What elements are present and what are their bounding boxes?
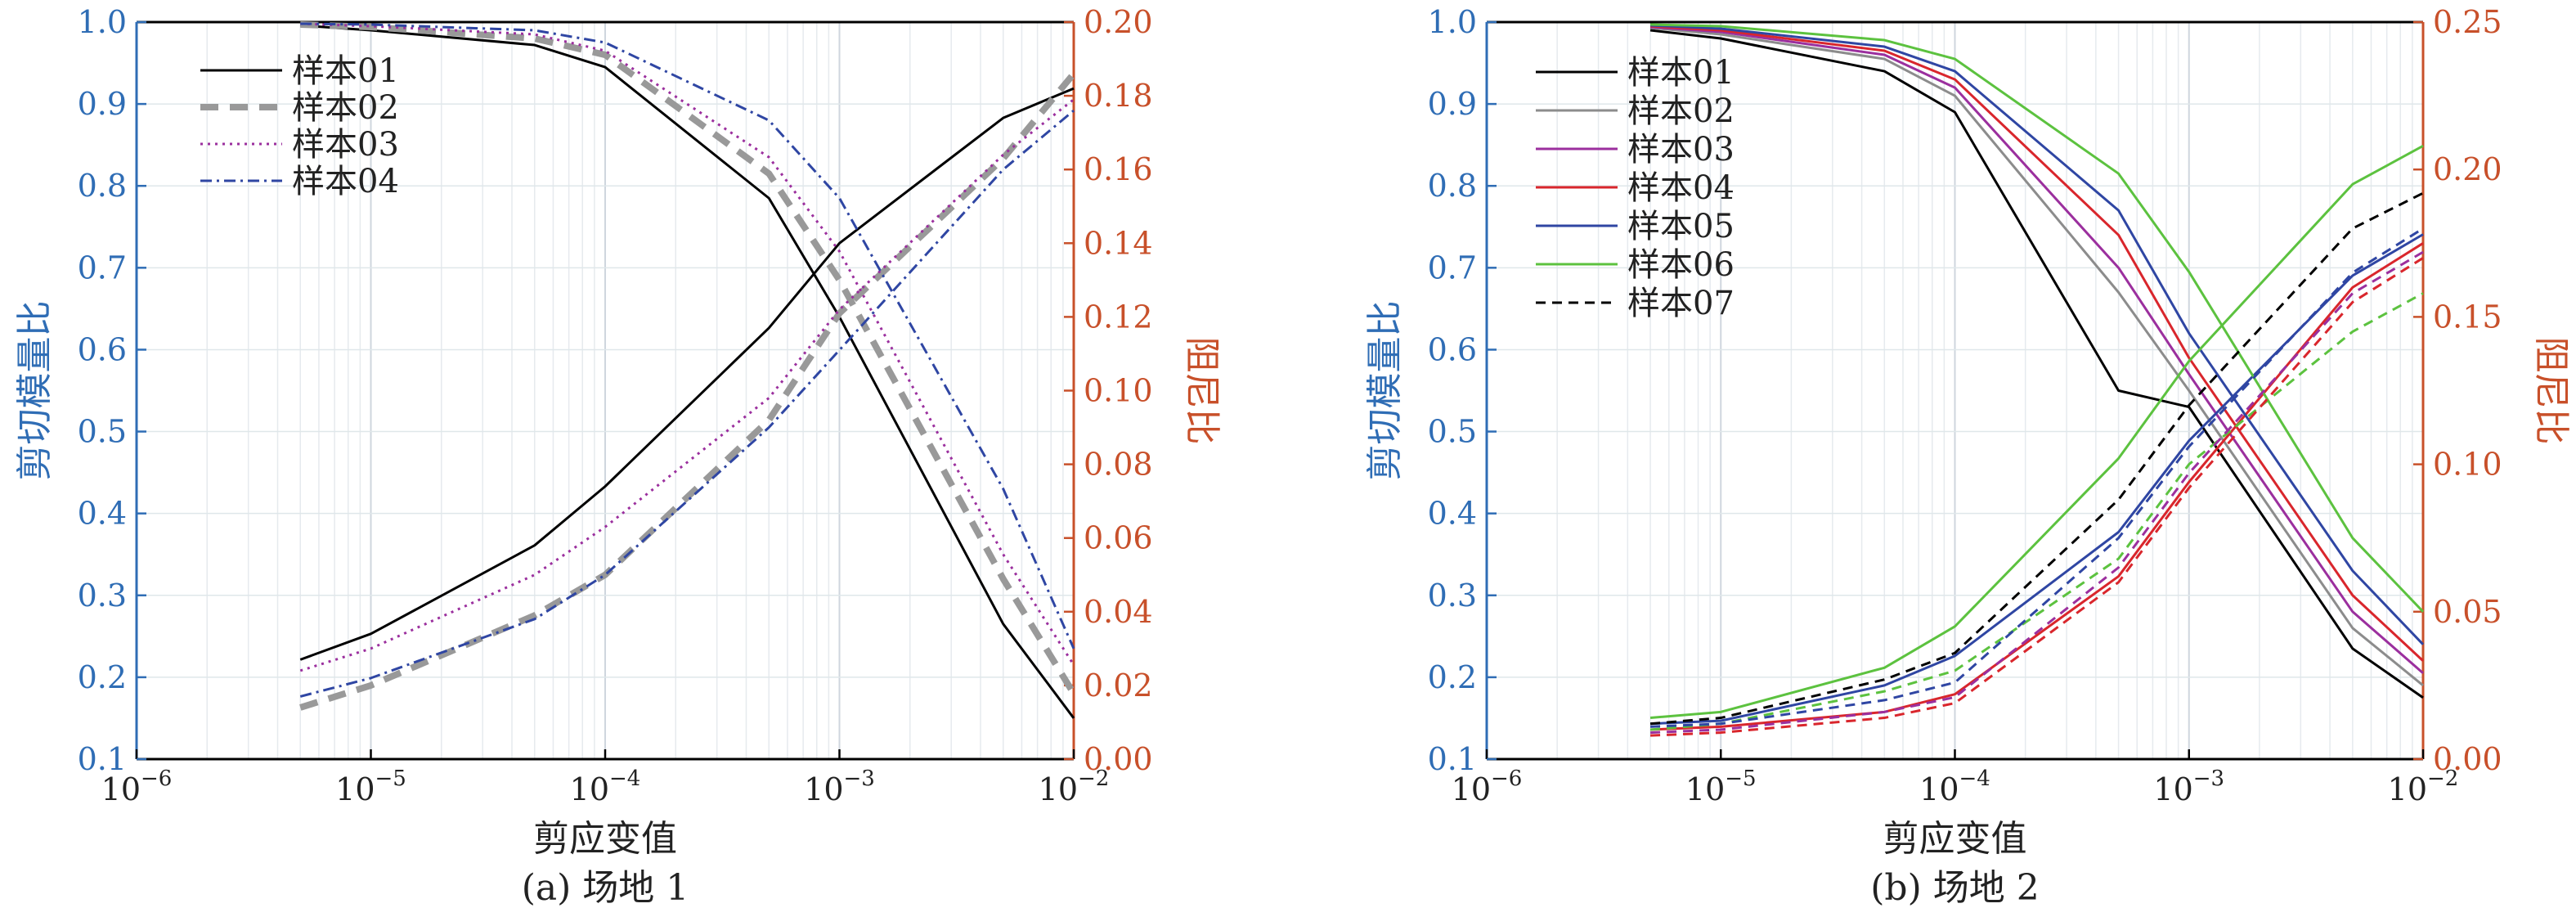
series-line-modulus-1 xyxy=(1649,29,2424,699)
y-tick-label-left: 1.0 xyxy=(78,4,127,40)
grid xyxy=(1486,21,2423,760)
x-tick-label: 10−5 xyxy=(1685,766,1757,807)
y-tick-label-right: 0.20 xyxy=(2433,151,2502,187)
y-axis-label-left: 剪切模量比 xyxy=(1364,301,1406,481)
series-line-modulus-1 xyxy=(300,24,1075,719)
y-tick-label-right: 0.05 xyxy=(2433,594,2502,630)
y-tick-label-left: 0.8 xyxy=(78,168,127,204)
y-tick-label-left: 0.6 xyxy=(1428,331,1477,367)
y-tick-label-left: 0.5 xyxy=(1428,414,1477,450)
series-line-modulus-2 xyxy=(1649,26,2424,687)
y-tick-label-left: 0.3 xyxy=(1428,578,1477,614)
legend-label: 样本07 xyxy=(1627,285,1735,322)
series-line-damping-4 xyxy=(1650,242,2424,731)
x-tick-label: 10−4 xyxy=(570,766,641,807)
x-tick-label: 10−6 xyxy=(1452,766,1523,807)
y-tick-label-right: 0.00 xyxy=(1084,741,1153,777)
y-axis-label-left: 剪切模量比 xyxy=(14,301,56,481)
series-line-modulus-4 xyxy=(300,22,1075,650)
chart-caption: (b) 场地 2 xyxy=(1870,867,2039,909)
y-tick-label-left: 0.3 xyxy=(78,578,127,614)
legend-label: 样本05 xyxy=(1627,208,1735,245)
series-line-damping-5 xyxy=(1650,233,2424,726)
y-tick-label-left: 0.6 xyxy=(78,331,127,367)
x-tick-label: 10−2 xyxy=(2388,766,2459,807)
y-tick-label-right: 0.00 xyxy=(2433,741,2502,777)
y-tick-label-right: 0.14 xyxy=(1084,225,1153,261)
legend-label: 样本01 xyxy=(1627,54,1735,92)
series-line-modulus-6 xyxy=(1650,23,2425,613)
legend-label: 样本02 xyxy=(292,89,399,127)
y-tick-label-left: 0.9 xyxy=(1428,86,1477,122)
legend-label: 样本04 xyxy=(292,163,399,200)
y-tick-label-right: 0.20 xyxy=(1084,4,1153,40)
y-axis-label-right: 阻尼比 xyxy=(2530,337,2572,445)
x-tick-label: 10−2 xyxy=(1039,766,1110,807)
y-tick-label-left: 0.7 xyxy=(1428,249,1477,285)
series-line-modulus-5 xyxy=(1650,24,2425,645)
y-tick-label-right: 0.08 xyxy=(1084,447,1153,483)
series-line-modulus-2 xyxy=(300,21,1077,696)
legend-label: 样本01 xyxy=(292,52,399,90)
series-line-damping-1 xyxy=(299,87,1075,661)
y-tick-label-left: 0.9 xyxy=(78,86,127,122)
y-tick-label-left: 0.4 xyxy=(78,496,127,532)
y-tick-label-left: 0.1 xyxy=(78,741,127,777)
y-tick-label-right: 0.12 xyxy=(1084,299,1153,335)
legend-label: 样本06 xyxy=(1627,246,1735,284)
y-tick-label-left: 1.0 xyxy=(1428,4,1477,40)
x-tick-label: 10−3 xyxy=(804,766,875,807)
y-tick-label-right: 0.25 xyxy=(2433,4,2502,40)
y-tick-label-right: 0.06 xyxy=(1084,520,1153,556)
x-axis-label: 剪应变值 xyxy=(1883,818,2027,860)
x-tick-label: 10−5 xyxy=(335,766,406,807)
x-tick-label: 10−4 xyxy=(1919,766,1990,807)
x-tick-label: 10−3 xyxy=(2153,766,2224,807)
y-tick-label-right: 0.10 xyxy=(1084,373,1153,409)
series-line-damping-3 xyxy=(299,98,1075,672)
y-tick-label-left: 0.1 xyxy=(1428,741,1477,777)
legend-label: 样本04 xyxy=(1627,169,1735,207)
series-line-modulus-3 xyxy=(1649,25,2424,675)
legend-label: 样本03 xyxy=(292,126,399,164)
y-tick-label-right: 0.16 xyxy=(1084,151,1153,187)
series-line-damping-4 xyxy=(299,109,1075,698)
series-line-damping-9 xyxy=(1650,250,2424,735)
y-tick-label-right: 0.15 xyxy=(2433,299,2502,335)
series-line-damping-7 xyxy=(1649,191,2424,726)
y-tick-label-left: 0.5 xyxy=(78,414,127,450)
y-tick-label-left: 0.2 xyxy=(78,659,127,695)
y-tick-label-left: 0.4 xyxy=(1428,496,1477,532)
y-tick-label-left: 0.2 xyxy=(1428,659,1477,695)
x-tick-label: 10−6 xyxy=(101,766,173,807)
y-tick-label-right: 0.04 xyxy=(1084,594,1153,630)
grid xyxy=(136,21,1074,760)
legend-label: 样本03 xyxy=(1627,131,1735,169)
y-tick-label-right: 0.02 xyxy=(1084,668,1153,703)
series-line-damping-10 xyxy=(1650,257,2424,737)
legend-label: 样本02 xyxy=(1627,92,1735,130)
chart-panel-1: 10−6 10−5 10−4 10−3 10−2 0.1 0.2 0.3 0.4 0.5 0.6 0.… xyxy=(14,4,1223,909)
x-axis-label: 剪应变值 xyxy=(533,818,677,860)
series-line-damping-6 xyxy=(1649,145,2424,720)
y-tick-label-right: 0.10 xyxy=(2433,447,2502,483)
y-tick-label-left: 0.8 xyxy=(1428,168,1477,204)
series-line-modulus-4 xyxy=(1649,25,2425,662)
chart-caption: (a) 场地 1 xyxy=(522,867,689,909)
series-line-damping-11 xyxy=(1650,227,2424,728)
y-axis-label-right: 阻尼比 xyxy=(1181,337,1223,445)
y-tick-label-right: 0.18 xyxy=(1084,78,1153,114)
series-line-damping-8 xyxy=(1649,292,2424,731)
chart-panel-2: 10−6 10−5 10−4 10−3 10−2 0.1 0.2 0.3 0.4 0.5 0.6 0.… xyxy=(1364,4,2572,909)
series-group xyxy=(299,21,1077,719)
series-line-damping-2 xyxy=(299,71,1077,711)
series-group xyxy=(1649,23,2425,737)
y-tick-label-left: 0.7 xyxy=(78,249,127,285)
series-line-modulus-3 xyxy=(300,22,1075,666)
